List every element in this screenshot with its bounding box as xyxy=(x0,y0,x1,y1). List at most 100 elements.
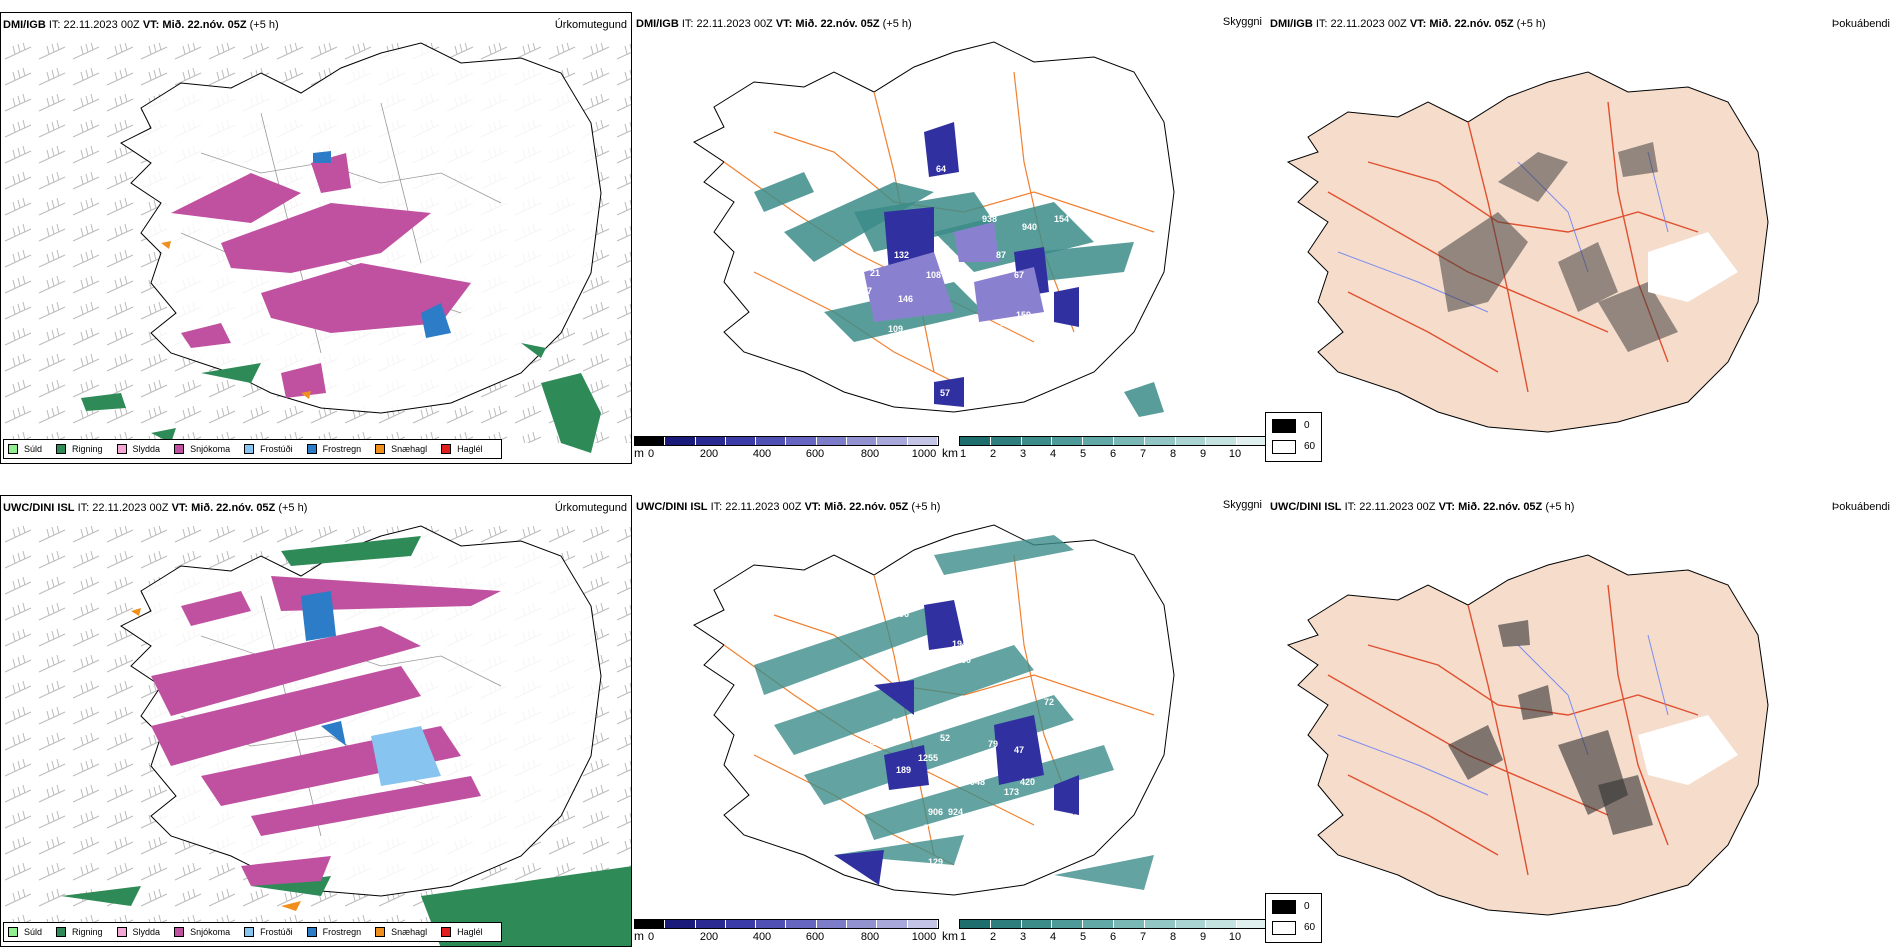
precip-type-map xyxy=(1,42,631,453)
svg-text:21: 21 xyxy=(870,268,880,278)
svg-text:829: 829 xyxy=(892,717,907,727)
svg-text:160: 160 xyxy=(900,344,915,354)
svg-text:255: 255 xyxy=(934,348,949,358)
cloud-base-labels-top: 64 221 118 299 938 940 154 105 132 87 67… xyxy=(804,156,1074,398)
svg-text:148: 148 xyxy=(1000,318,1015,328)
panel-header: UWC/DINI ISL IT: 22.11.2023 00Z VT: Mið.… xyxy=(1270,501,1575,513)
svg-text:114: 114 xyxy=(868,737,883,747)
legend-item-freezing-drizzle: Frostúði xyxy=(244,444,293,454)
precip-type-panel-bottom: UWC/DINI ISL IT: 22.11.2023 00Z VT: Mið.… xyxy=(0,495,632,947)
svg-text:109: 109 xyxy=(888,324,903,334)
legend-item-snow-pellets: Snæhagl xyxy=(375,927,427,937)
legend-item-sleet: Slydda xyxy=(116,444,160,454)
ceiling-unit: m xyxy=(634,446,644,460)
panel-header: DMI/IGB IT: 22.11.2023 00Z VT: Mið. 22.n… xyxy=(636,18,912,30)
precip-type-map xyxy=(1,525,631,946)
svg-text:938: 938 xyxy=(982,214,997,224)
svg-text:59: 59 xyxy=(872,252,882,262)
svg-text:47: 47 xyxy=(1014,745,1024,755)
panel-header: DMI/IGB IT: 22.11.2023 00Z VT: Mið. 22.n… xyxy=(3,19,279,31)
fog-panel-bottom: UWC/DINI ISL IT: 22.11.2023 00Z VT: Mið.… xyxy=(1268,495,1900,947)
fog-panel-top: DMI/IGB IT: 22.11.2023 00Z VT: Mið. 22.n… xyxy=(1268,12,1900,464)
legend-item-snow: Snjókoma xyxy=(174,444,230,454)
legend-item-snow-pellets: Snæhagl xyxy=(375,444,427,454)
svg-text:194: 194 xyxy=(952,639,967,649)
legend-item-hail: Haglél xyxy=(441,444,483,454)
precip-type-panel-top: DMI/IGB IT: 22.11.2023 00Z VT: Mið. 22.n… xyxy=(0,12,632,464)
ceiling-colorbar: 0 200 400 600 800 1000 xyxy=(634,919,939,945)
visibility-panel-bottom: UWC/DINI ISL IT: 22.11.2023 00Z VT: Mið.… xyxy=(634,495,1266,947)
svg-text:79: 79 xyxy=(988,739,998,749)
panel-title: Skyggni xyxy=(1222,16,1262,28)
svg-text:129: 129 xyxy=(928,857,943,867)
svg-text:17: 17 xyxy=(820,332,830,342)
panel-title: Þokuábendi xyxy=(1831,501,1890,513)
panel-title: Þokuábendi xyxy=(1831,18,1890,30)
svg-text:52: 52 xyxy=(940,733,950,743)
visibility-panel-top: DMI/IGB IT: 22.11.2023 00Z VT: Mið. 22.n… xyxy=(634,12,1266,464)
visibility-unit: km xyxy=(942,929,958,943)
svg-text:948: 948 xyxy=(970,777,985,787)
svg-text:105: 105 xyxy=(934,244,949,254)
svg-text:696: 696 xyxy=(894,609,909,619)
ceiling-unit: m xyxy=(634,929,644,943)
svg-text:95: 95 xyxy=(906,861,916,871)
svg-text:26: 26 xyxy=(1064,334,1074,344)
legend-item-rain: Rigning xyxy=(56,927,103,937)
svg-text:118: 118 xyxy=(952,182,967,192)
svg-text:146: 146 xyxy=(898,294,913,304)
svg-text:260: 260 xyxy=(966,629,981,639)
panel-title: Skyggni xyxy=(1222,499,1262,511)
visibility-unit: km xyxy=(942,446,958,460)
panel-title: Úrkomutegund xyxy=(554,502,627,514)
svg-text:150: 150 xyxy=(956,655,971,665)
panel-title: Úrkomutegund xyxy=(554,19,627,31)
svg-text:57: 57 xyxy=(940,388,950,398)
svg-text:299: 299 xyxy=(922,176,937,186)
legend-item-freezing-rain: Frostregn xyxy=(306,444,361,454)
legend-item-snow: Snjókoma xyxy=(174,927,230,937)
legend-item-hail: Haglél xyxy=(441,927,483,937)
svg-text:1255: 1255 xyxy=(918,753,938,763)
svg-text:26: 26 xyxy=(1064,817,1074,827)
svg-text:738: 738 xyxy=(924,823,939,833)
svg-text:23: 23 xyxy=(974,591,984,601)
visibility-map: 64 221 118 299 938 940 154 105 132 87 67… xyxy=(693,41,1175,417)
svg-text:924: 924 xyxy=(948,807,963,817)
fog-legend-top: 0 60 xyxy=(1265,412,1322,462)
svg-text:67: 67 xyxy=(1014,270,1024,280)
svg-text:574: 574 xyxy=(942,322,957,332)
panel-header: UWC/DINI ISL IT: 22.11.2023 00Z VT: Mið.… xyxy=(3,502,308,514)
legend-item-drizzle: Súld xyxy=(8,444,42,454)
svg-text:64: 64 xyxy=(936,164,946,174)
panel-header: DMI/IGB IT: 22.11.2023 00Z VT: Mið. 22.n… xyxy=(1270,18,1546,30)
svg-text:88: 88 xyxy=(912,384,922,394)
svg-text:87: 87 xyxy=(996,250,1006,260)
ceiling-colorbar: 0 200 400 600 800 1000 xyxy=(634,436,939,462)
fog-legend-bottom: 0 60 xyxy=(1265,893,1322,943)
svg-text:132: 132 xyxy=(894,250,909,260)
visibility-map: 696 23 750 194 260 356 150 72 829 114 13… xyxy=(693,524,1175,896)
svg-text:940: 940 xyxy=(1022,222,1037,232)
fog-map xyxy=(1286,71,1769,433)
fog-map xyxy=(1286,554,1769,916)
svg-text:148: 148 xyxy=(928,873,943,883)
precip-legend: Súld Rigning Slydda Snjókoma Frostúði Fr… xyxy=(3,922,502,942)
svg-text:138: 138 xyxy=(888,735,903,745)
panel-header: UWC/DINI ISL IT: 22.11.2023 00Z VT: Mið.… xyxy=(636,501,941,513)
svg-text:189: 189 xyxy=(896,765,911,775)
svg-text:159: 159 xyxy=(1016,310,1031,320)
svg-text:906: 906 xyxy=(928,807,943,817)
visibility-colorbar: 1 2 3 4 5 6 7 8 9 10 xyxy=(959,919,1266,945)
legend-item-rain: Rigning xyxy=(56,444,103,454)
svg-text:72: 72 xyxy=(1044,697,1054,707)
legend-item-freezing-rain: Frostregn xyxy=(306,927,361,937)
svg-text:29: 29 xyxy=(804,334,814,344)
svg-text:27: 27 xyxy=(862,286,872,296)
svg-text:154: 154 xyxy=(1054,214,1069,224)
legend-item-freezing-drizzle: Frostúði xyxy=(244,927,293,937)
cloud-base-labels-bottom: 696 23 750 194 260 356 150 72 829 114 13… xyxy=(868,591,1074,883)
svg-text:356: 356 xyxy=(924,649,939,659)
visibility-colorbar: 1 2 3 4 5 6 7 8 9 10 xyxy=(959,436,1266,462)
legend-item-drizzle: Súld xyxy=(8,927,42,937)
